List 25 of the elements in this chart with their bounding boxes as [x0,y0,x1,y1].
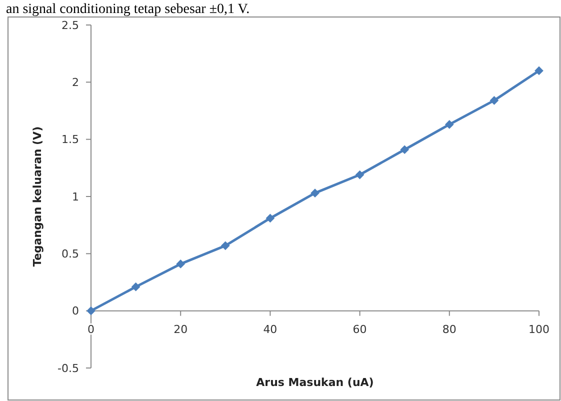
point [310,188,320,198]
x-tick-label: 80 [442,322,456,336]
point [266,214,275,223]
y-tick-label: 0 [72,304,79,318]
y-axis-title: Tegangan keluaran (V) [31,126,44,267]
x-axis-title: Arus Masukan (uA) [256,376,374,389]
y-tick-label: 2 [72,76,79,90]
x-tick-label: 40 [263,322,278,336]
point [131,282,140,292]
x-tick-label: 100 [528,322,550,336]
point [176,260,186,268]
point [534,66,544,76]
y-tick-label: -0.5 [58,362,79,375]
point [220,241,230,250]
point [400,145,410,154]
point [355,170,364,180]
y-tick-label: 2.5 [62,18,79,32]
point [490,96,499,105]
x-tick-label: 20 [174,322,188,336]
text: an signal conditioning tetap sebesar ±0,1 V. [6,2,250,17]
x-tick-label: 60 [352,322,367,336]
point [444,120,454,129]
y-tick-label: 1.5 [62,133,79,146]
y-tick-label: 0.5 [62,248,79,261]
y-tick-label: 1 [72,190,79,204]
